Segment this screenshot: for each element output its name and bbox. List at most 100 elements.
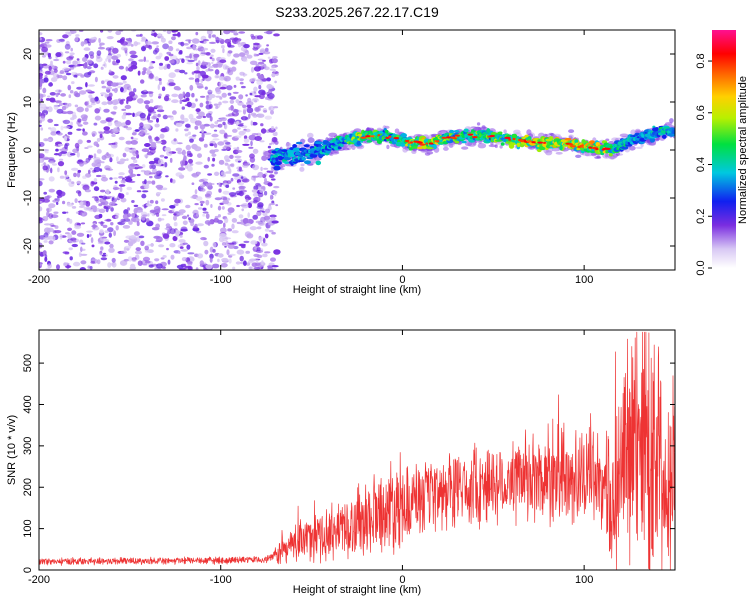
heatmap-noise-cell <box>272 190 276 194</box>
heatmap-ridge-cell <box>301 156 306 161</box>
heatmap-noise-cell <box>67 227 73 231</box>
heatmap-ridge-cell <box>433 144 437 150</box>
heatmap-noise-cell <box>155 141 163 144</box>
heatmap-noise-cell <box>103 61 106 68</box>
heatmap-noise-cell <box>178 167 186 171</box>
heatmap-noise-cell <box>166 63 171 70</box>
heatmap-ridge-halo <box>596 155 601 159</box>
heatmap-noise-cell <box>93 166 101 173</box>
heatmap-noise-cell <box>79 162 84 167</box>
heatmap-noise-cell <box>112 60 116 66</box>
heatmap-noise-cell <box>156 236 163 243</box>
heatmap-noise-cell <box>243 107 248 111</box>
heatmap-noise-cell <box>144 260 151 264</box>
heatmap-ridge-cell <box>661 134 667 139</box>
heatmap-noise-cell <box>49 208 52 212</box>
heatmap-noise-cell <box>80 260 87 265</box>
heatmap-noise-cell <box>232 187 236 190</box>
heatmap-noise-cell <box>92 207 97 213</box>
heatmap-noise-cell <box>77 169 82 173</box>
heatmap-noise-cell <box>247 212 250 218</box>
heatmap-noise-cell <box>80 246 83 253</box>
heatmap-noise-cell <box>205 52 211 56</box>
heatmap-noise-cell <box>125 112 133 116</box>
heatmap-noise-cell <box>198 111 205 117</box>
heatmap-noise-cell <box>59 148 66 151</box>
heatmap-noise-cell <box>229 253 236 256</box>
heatmap-noise-cell <box>181 149 186 156</box>
heatmap-noise-cell <box>125 192 129 196</box>
heatmap-noise-cell <box>39 124 42 127</box>
heatmap-noise-cell <box>267 182 273 187</box>
heatmap-noise-cell <box>221 257 229 262</box>
heatmap-noise-cell <box>113 87 118 94</box>
heatmap-ridge-halo <box>274 171 278 175</box>
heatmap-ridge-cell <box>497 131 503 135</box>
heatmap-ridge-peak <box>543 141 546 144</box>
heatmap-noise-cell <box>120 41 128 46</box>
heatmap-noise-cell <box>232 173 240 177</box>
heatmap-noise-cell <box>257 221 265 226</box>
heatmap-noise-cell <box>187 260 193 266</box>
heatmap-noise-cell <box>135 34 141 37</box>
heatmap-noise-cell <box>196 223 204 227</box>
heatmap-noise-cell <box>44 41 50 44</box>
heatmap-noise-cell <box>142 256 151 262</box>
heatmap-noise-cell <box>213 129 218 132</box>
heatmap-noise-cell <box>214 143 218 148</box>
heatmap-noise-cell <box>158 65 164 70</box>
heatmap-noise-cell <box>222 64 228 70</box>
heatmap-noise-cell <box>93 186 100 192</box>
heatmap-noise-cell <box>269 214 277 218</box>
heatmap-noise-cell <box>55 148 59 152</box>
heatmap-noise-cell <box>175 128 179 132</box>
heatmap-noise-cell <box>208 65 214 69</box>
heatmap-noise-cell <box>57 132 63 136</box>
heatmap-noise-cell <box>246 107 254 114</box>
heatmap-noise-cell <box>77 159 83 162</box>
heatmap-noise-cell <box>225 159 231 162</box>
heatmap-ridge-halo <box>591 152 597 157</box>
heatmap-noise-cell <box>156 117 159 123</box>
heatmap-noise-cell <box>168 46 174 52</box>
heatmap-noise-cell <box>87 84 95 87</box>
heatmap-ridge-halo <box>503 129 507 134</box>
heatmap-noise-cell <box>110 222 114 226</box>
heatmap-noise-cell <box>174 198 181 204</box>
heatmap-noise-cell <box>116 82 124 86</box>
heatmap-noise-cell <box>208 182 213 187</box>
heatmap-noise-cell <box>100 246 104 251</box>
heatmap-noise-cell <box>83 72 91 78</box>
heatmap-noise-cell <box>168 53 174 57</box>
heatmap-noise-cell <box>101 254 107 257</box>
heatmap-noise-cell <box>256 79 264 85</box>
heatmap-noise-cell <box>43 236 51 241</box>
heatmap-y-tick-label: 0 <box>22 147 34 153</box>
heatmap-noise-cell <box>111 134 116 137</box>
heatmap-noise-cell <box>205 264 213 270</box>
heatmap-noise-cell <box>71 167 79 171</box>
heatmap-noise-cell <box>205 100 209 105</box>
heatmap-noise-cell <box>195 73 198 79</box>
heatmap-noise-cell <box>125 66 129 72</box>
heatmap-noise-cell <box>156 263 163 269</box>
heatmap-noise-cell <box>210 54 214 57</box>
heatmap-noise-cell <box>104 230 109 234</box>
colorbar-tick-label: 0.4 <box>695 157 707 172</box>
heatmap-noise-cell <box>186 62 193 65</box>
heatmap-noise-cell <box>118 136 125 141</box>
heatmap-noise-cell <box>250 112 257 116</box>
heatmap-noise-cell <box>151 227 160 231</box>
heatmap-noise-cell <box>42 250 47 256</box>
snr-y-tick-label: 300 <box>22 437 34 455</box>
heatmap-noise-cell <box>100 221 104 227</box>
heatmap-noise-cell <box>86 234 90 238</box>
heatmap-noise-cell <box>200 203 203 207</box>
heatmap-noise-cell <box>169 55 178 61</box>
heatmap-noise-cell <box>91 131 97 137</box>
heatmap-x-axis-title: Height of straight line (km) <box>293 284 421 296</box>
heatmap-noise-cell <box>169 228 176 235</box>
heatmap-noise-cell <box>211 133 219 138</box>
heatmap-noise-cell <box>76 232 85 237</box>
heatmap-noise-cell <box>86 230 93 233</box>
